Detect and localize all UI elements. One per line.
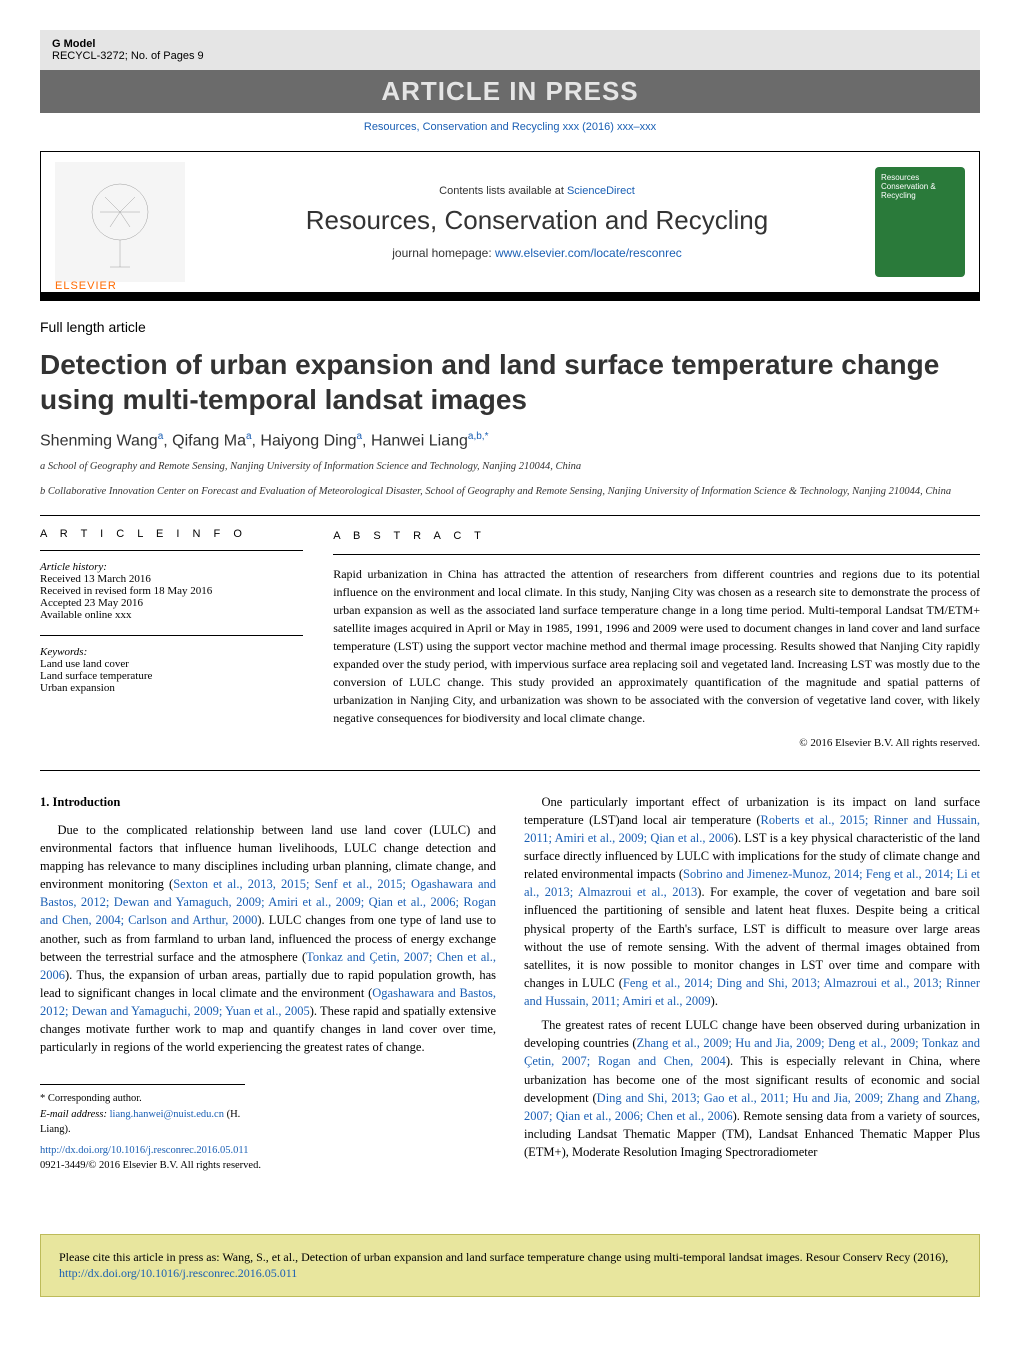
hist-2: Accepted 23 May 2016 [40,597,143,609]
kw-0: Land use land cover [40,658,129,670]
affiliation-a: a School of Geography and Remote Sensing… [40,460,980,474]
intro-heading: 1. Introduction [40,793,496,811]
sciencedirect-line: Contents lists available at ScienceDirec… [199,185,875,197]
article-title: Detection of urban expansion and land su… [40,347,980,417]
left-column: 1. Introduction Due to the complicated r… [40,793,496,1174]
kw-1: Land surface temperature [40,670,152,682]
hist-1: Received in revised form 18 May 2016 [40,585,212,597]
copyright: © 2016 Elsevier B.V. All rights reserved… [333,735,980,752]
para-2: One particularly important effect of urb… [524,793,980,1011]
citation-line: Resources, Conservation and Recycling xx… [40,113,980,141]
abstract-hdr: A B S T R A C T [333,528,980,545]
abstract-body: Rapid urbanization in China has attracte… [333,565,980,727]
elsevier-tree-logo [55,162,185,282]
corr-email[interactable]: liang.hanwei@nuist.edu.cn [110,1109,224,1120]
elsevier-label: ELSEVIER [55,280,117,292]
citation-line-text[interactable]: Resources, Conservation and Recycling xx… [364,121,656,133]
sciencedirect-link[interactable]: ScienceDirect [567,185,635,197]
right-column: One particularly important effect of urb… [524,793,980,1174]
history-label: Article history: [40,561,107,573]
email-label: E-mail address: [40,1109,110,1120]
citation-box: Please cite this article in press as: Wa… [40,1234,980,1298]
journal-cover-thumb: Resources Conservation & Recycling [875,167,965,277]
journal-header: Contents lists available at ScienceDirec… [40,151,980,301]
authors: Shenming Wanga, Qifang Maa, Haiyong Ding… [40,431,980,450]
corr-label: * Corresponding author. [40,1091,245,1106]
para-1: Due to the complicated relationship betw… [40,821,496,1057]
article-type: Full length article [40,319,980,335]
article-info-hdr: A R T I C L E I N F O [40,528,303,540]
gmodel-tag: G Model RECYCL-3272; No. of Pages 9 [40,30,980,70]
journal-title: Resources, Conservation and Recycling [199,205,875,236]
corresponding-author: * Corresponding author. E-mail address: … [40,1084,245,1137]
issn-line: 0921-3449/© 2016 Elsevier B.V. All right… [40,1160,261,1171]
gmodel-title: G Model [52,38,968,50]
abstract: A B S T R A C T Rapid urbanization in Ch… [333,528,980,752]
hist-3: Available online xxx [40,609,131,621]
hist-0: Received 13 March 2016 [40,573,151,585]
kw-2: Urban expansion [40,682,115,694]
para-3: The greatest rates of recent LULC change… [524,1016,980,1161]
affiliation-b: b Collaborative Innovation Center on For… [40,485,980,499]
journal-homepage: journal homepage: www.elsevier.com/locat… [199,246,875,260]
press-banner: ARTICLE IN PRESS [40,70,980,113]
article-info: A R T I C L E I N F O Article history: R… [40,528,303,752]
doi-block: http://dx.doi.org/10.1016/j.resconrec.20… [40,1143,496,1173]
journal-homepage-link[interactable]: www.elsevier.com/locate/resconrec [495,246,682,260]
keywords-label: Keywords: [40,646,87,658]
cite-box-doi[interactable]: http://dx.doi.org/10.1016/j.resconrec.20… [59,1266,297,1280]
gmodel-ref: RECYCL-3272; No. of Pages 9 [52,50,968,62]
doi-link[interactable]: http://dx.doi.org/10.1016/j.resconrec.20… [40,1145,249,1156]
